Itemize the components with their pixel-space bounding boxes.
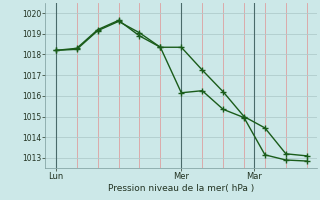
X-axis label: Pression niveau de la mer( hPa ): Pression niveau de la mer( hPa ) (108, 184, 254, 193)
